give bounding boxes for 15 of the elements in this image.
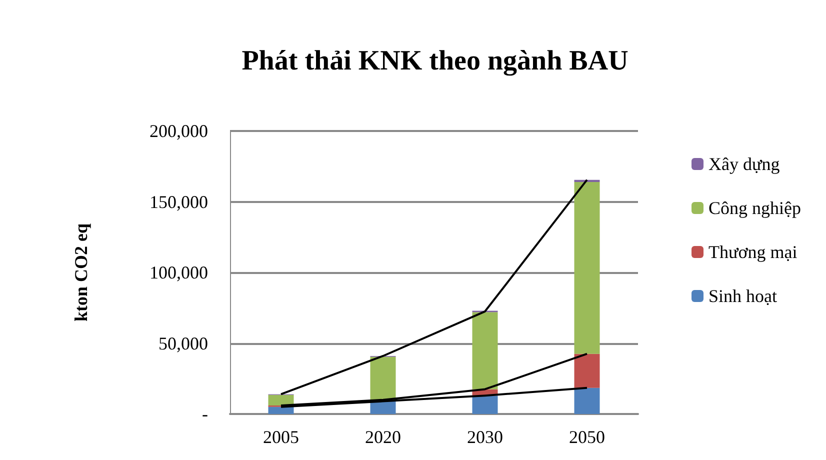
y-tick-label: 50,000: [158, 333, 208, 354]
y-tick-label: -: [202, 404, 208, 424]
x-tick-label: 2030: [467, 427, 503, 447]
y-tick-label: 100,000: [150, 262, 208, 282]
y-axis-title: kton CO2 eq: [71, 223, 91, 322]
legend-label: Xây dựng: [708, 154, 780, 174]
y-tick-label: 150,000: [150, 192, 208, 212]
legend-label: Sinh hoạt: [708, 286, 778, 306]
chart-title: Phát thải KNK theo ngành BAU: [242, 46, 628, 76]
x-tick-label: 2050: [569, 427, 605, 447]
legend-label: Công nghiệp: [708, 198, 802, 218]
y-tick-label: 200,000: [150, 121, 208, 141]
legend-label: Thương mại: [708, 242, 798, 262]
x-tick-label: 2005: [263, 427, 299, 447]
x-tick-label: 2020: [365, 427, 401, 447]
